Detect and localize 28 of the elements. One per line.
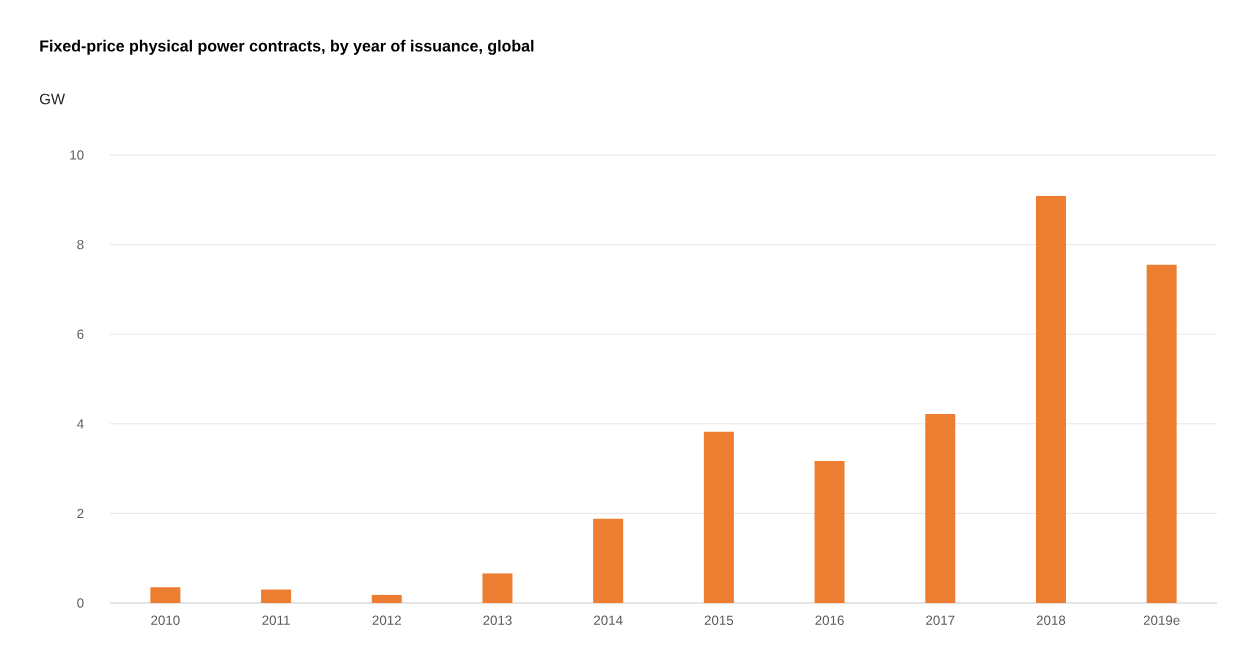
y-tick-label: 10	[70, 150, 84, 160]
chart-title: Fixed-price physical power contracts, by year of issuance, global	[40, 39, 534, 55]
x-tick-label: 2010	[151, 615, 180, 625]
bar	[261, 589, 292, 603]
bar	[150, 587, 181, 603]
bar	[371, 594, 402, 603]
bar	[703, 431, 734, 603]
y-tick-label: 0	[77, 598, 84, 608]
bar	[925, 413, 956, 603]
y-tick-label: 4	[77, 419, 84, 429]
x-tick-label: 2013	[483, 615, 512, 625]
x-tick-label: 2014	[594, 615, 623, 625]
x-tick-label: 2015	[704, 615, 734, 625]
bar	[593, 518, 624, 603]
x-tick-label: 2017	[926, 615, 955, 625]
x-tick-label: 2012	[372, 615, 401, 625]
y-tick-label: 8	[77, 239, 84, 250]
bar	[1146, 264, 1177, 603]
x-tick-label: 2016	[815, 615, 844, 625]
bar	[482, 573, 513, 603]
bar	[814, 460, 845, 603]
y-tick-label: 2	[77, 508, 84, 519]
x-tick-label: 2011	[262, 615, 290, 625]
x-tick-label: 2018	[1036, 615, 1066, 625]
y-tick-label: 6	[77, 329, 84, 339]
y-axis-title: GW	[39, 93, 66, 105]
bar	[1035, 195, 1066, 603]
x-tick-label: 2019e	[1143, 615, 1180, 625]
